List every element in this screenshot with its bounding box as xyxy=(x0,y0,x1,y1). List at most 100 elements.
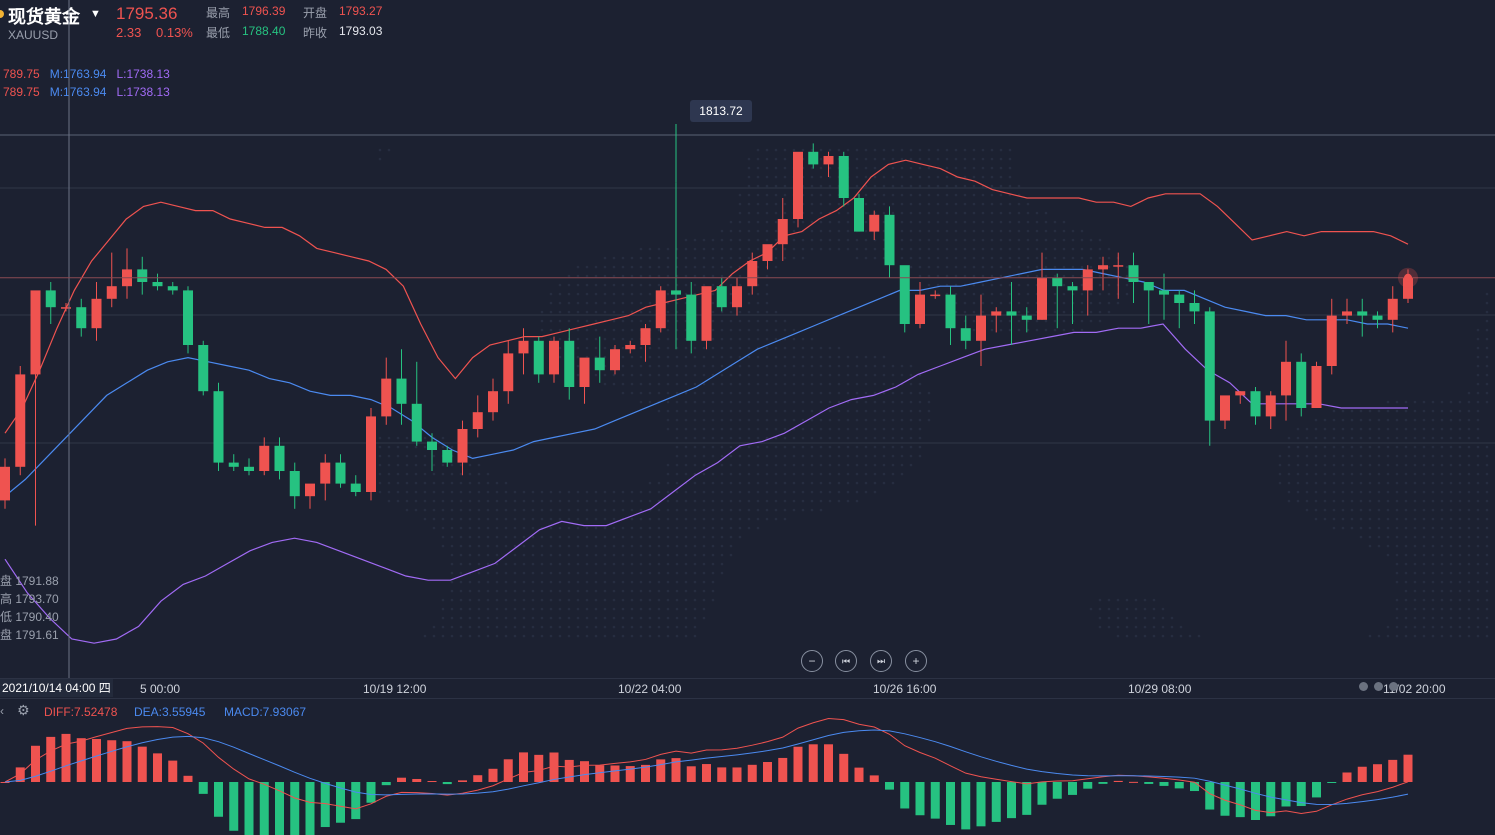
map-dot xyxy=(720,328,724,332)
candle-body xyxy=(1174,294,1185,303)
map-dot xyxy=(1476,616,1480,620)
map-dot xyxy=(1449,571,1453,575)
map-dot xyxy=(765,328,769,332)
map-dot xyxy=(657,274,661,278)
page-dot-icon[interactable] xyxy=(1389,682,1398,691)
map-dot xyxy=(783,166,787,170)
map-dot xyxy=(648,517,652,521)
map-dot xyxy=(504,571,508,575)
map-dot xyxy=(1431,436,1435,440)
zoom-in-button[interactable]: + xyxy=(905,650,927,672)
map-dot xyxy=(441,526,445,530)
map-dot xyxy=(693,571,697,575)
candle-body xyxy=(610,349,620,371)
map-dot xyxy=(729,319,733,323)
map-dot xyxy=(666,562,670,566)
map-dot xyxy=(1044,229,1048,233)
map-dot xyxy=(783,391,787,395)
settings-gear-icon[interactable]: ⚙ xyxy=(17,702,30,718)
map-dot xyxy=(549,553,553,557)
map-dot xyxy=(1476,418,1480,422)
map-dot xyxy=(954,148,958,152)
collapse-icon[interactable]: ‹ xyxy=(0,704,4,718)
macd-chart[interactable] xyxy=(0,700,1495,835)
map-dot xyxy=(1098,292,1102,296)
map-dot xyxy=(819,364,823,368)
map-dot xyxy=(594,274,598,278)
map-dot xyxy=(1008,238,1012,242)
scroll-left-button[interactable]: ⏮ xyxy=(835,650,857,672)
map-dot xyxy=(873,166,877,170)
map-dot xyxy=(711,409,715,413)
map-dot xyxy=(711,598,715,602)
map-dot xyxy=(774,400,778,404)
map-dot xyxy=(1422,508,1426,512)
map-dot xyxy=(630,571,634,575)
map-dot xyxy=(765,508,769,512)
map-dot xyxy=(567,310,571,314)
axis-divider xyxy=(0,678,1495,679)
map-dot xyxy=(612,382,616,386)
map-dot xyxy=(1107,598,1111,602)
map-dot xyxy=(540,517,544,521)
map-dot xyxy=(558,562,562,566)
candle-body xyxy=(899,265,910,324)
map-dot xyxy=(783,409,787,413)
map-dot xyxy=(1305,445,1309,449)
map-dot xyxy=(630,310,634,314)
map-dot xyxy=(981,274,985,278)
map-dot xyxy=(1062,328,1066,332)
map-dot xyxy=(648,364,652,368)
map-dot xyxy=(747,238,751,242)
map-dot xyxy=(648,526,652,530)
candle-body xyxy=(1204,311,1215,421)
map-dot xyxy=(1413,535,1417,539)
map-dot xyxy=(639,382,643,386)
map-dot xyxy=(756,202,760,206)
map-dot xyxy=(1026,283,1030,287)
map-dot xyxy=(558,292,562,296)
macd-bar xyxy=(1052,782,1062,799)
map-dot xyxy=(621,535,625,539)
zoom-out-button[interactable]: − xyxy=(801,650,823,672)
map-dot xyxy=(477,499,481,503)
map-dot xyxy=(1053,238,1057,242)
instrument-dropdown-icon[interactable]: ▼ xyxy=(90,8,101,20)
map-dot xyxy=(684,472,688,476)
page-dot-icon[interactable] xyxy=(1374,682,1383,691)
map-dot xyxy=(810,427,814,431)
map-dot xyxy=(909,184,913,188)
instrument-symbol: XAUUSD xyxy=(8,28,59,42)
map-dot xyxy=(909,193,913,197)
map-dot xyxy=(612,256,616,260)
map-dot xyxy=(630,616,634,620)
map-dot xyxy=(936,265,940,269)
map-dot xyxy=(1458,544,1462,548)
page-dot-icon[interactable] xyxy=(1359,682,1368,691)
map-dot xyxy=(1413,616,1417,620)
map-dot xyxy=(981,220,985,224)
map-dot xyxy=(891,436,895,440)
map-dot xyxy=(1305,436,1309,440)
instrument-title[interactable]: 现货黄金 xyxy=(8,7,80,27)
map-dot xyxy=(558,544,562,548)
candlestick-chart[interactable] xyxy=(0,0,1495,680)
map-dot xyxy=(801,472,805,476)
map-dot xyxy=(1287,445,1291,449)
map-dot xyxy=(1476,580,1480,584)
map-dot xyxy=(756,391,760,395)
map-dot xyxy=(1404,589,1408,593)
map-dot xyxy=(999,220,1003,224)
map-dot xyxy=(756,283,760,287)
map-dot xyxy=(963,175,967,179)
macd-divider xyxy=(0,698,1495,699)
map-dot xyxy=(1404,481,1408,485)
scroll-right-button[interactable]: ⏭ xyxy=(870,650,892,672)
map-dot xyxy=(729,256,733,260)
map-dot xyxy=(756,409,760,413)
map-dot xyxy=(612,292,616,296)
map-dot xyxy=(990,202,994,206)
map-dot xyxy=(747,382,751,386)
map-dot xyxy=(1062,310,1066,314)
map-dot xyxy=(1440,607,1444,611)
